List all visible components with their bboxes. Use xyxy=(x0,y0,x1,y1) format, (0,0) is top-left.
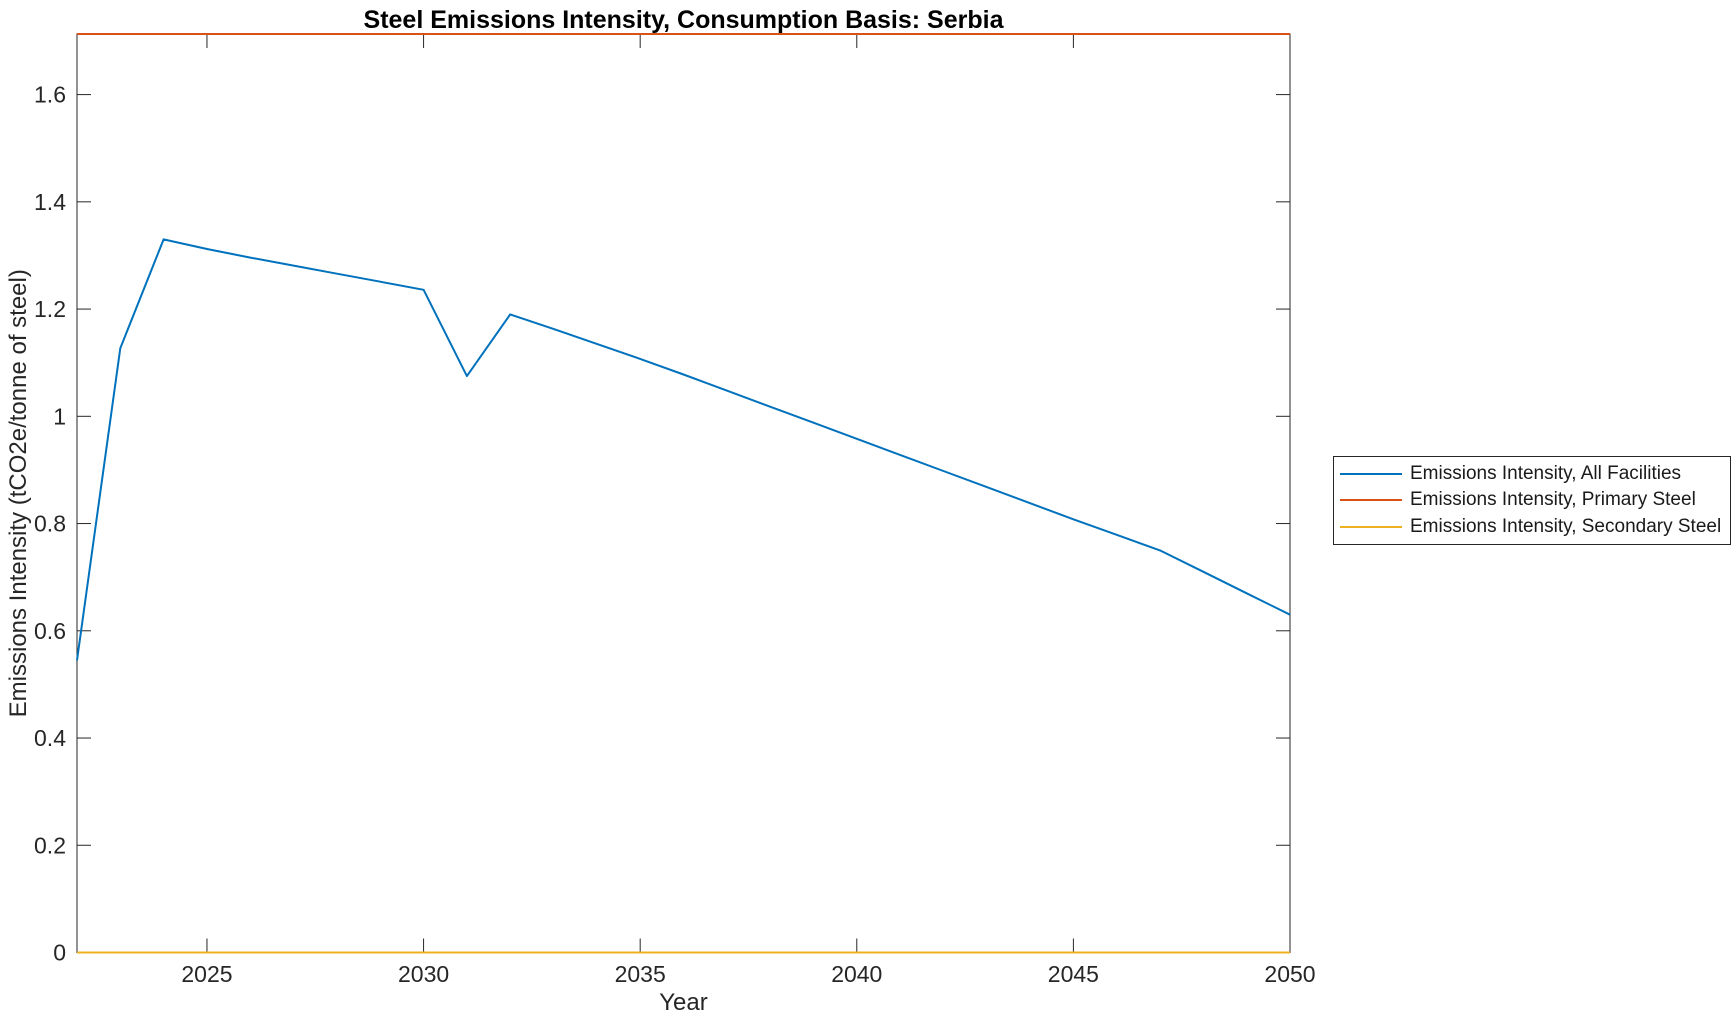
y-tick-label: 1.4 xyxy=(34,189,66,215)
x-tick-label: 2035 xyxy=(615,961,666,987)
x-tick-label: 2030 xyxy=(398,961,449,987)
legend-item-label: Emissions Intensity, Secondary Steel xyxy=(1410,515,1722,537)
legend: Emissions Intensity, All Facilities Emiss… xyxy=(1333,456,1731,545)
legend-item: Emissions Intensity, Secondary Steel xyxy=(1334,516,1730,538)
y-tick-label: 1 xyxy=(53,403,66,429)
legend-item: Emissions Intensity, All Facilities xyxy=(1334,463,1730,485)
legend-item: Emissions Intensity, Primary Steel xyxy=(1334,489,1730,511)
y-tick-label: 1.6 xyxy=(34,82,66,108)
x-axis-label: Year xyxy=(659,989,708,1016)
x-tick-label: 2025 xyxy=(181,961,232,987)
plot-area-border xyxy=(76,33,1291,953)
y-tick-label: 0.4 xyxy=(34,725,66,751)
x-tick-label: 2045 xyxy=(1048,961,1099,987)
x-tick-label: 2040 xyxy=(831,961,882,987)
legend-item-label: Emissions Intensity, Primary Steel xyxy=(1410,489,1696,511)
legend-line-sample xyxy=(1340,473,1402,476)
y-tick-label: 0.6 xyxy=(34,618,66,644)
y-axis-label: Emissions Intensity (tCO2e/tonne of stee… xyxy=(5,269,32,717)
y-tick-label: 0 xyxy=(53,940,66,966)
y-tick-label: 1.2 xyxy=(34,296,66,322)
y-tick-label: 0.2 xyxy=(34,832,66,858)
x-tick-label: 2050 xyxy=(1264,961,1315,987)
legend-item-label: Emissions Intensity, All Facilities xyxy=(1410,463,1682,485)
series-line-all-facilities xyxy=(76,238,1291,661)
legend-line-sample xyxy=(1340,525,1402,528)
chart-title: Steel Emissions Intensity, Consumption B… xyxy=(364,6,1005,34)
y-tick-label: 0.8 xyxy=(34,511,66,537)
legend-line-sample xyxy=(1340,499,1402,502)
